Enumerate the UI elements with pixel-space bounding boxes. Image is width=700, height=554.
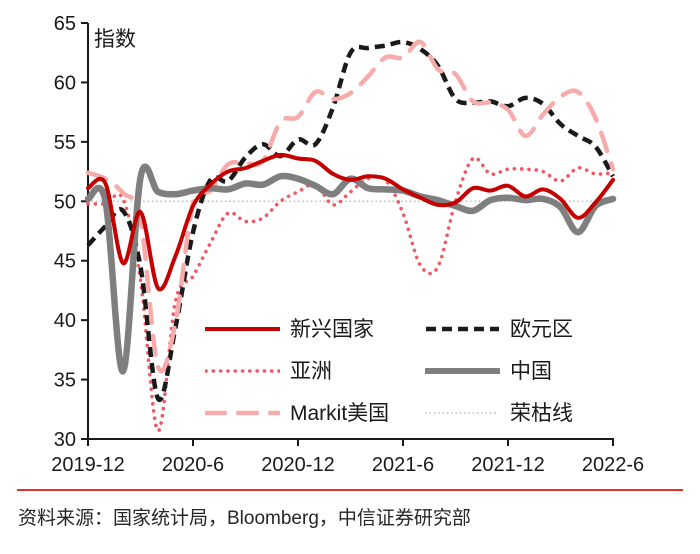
source-text: 资料来源：国家统计局，Bloomberg，中信证券研究部 (18, 508, 471, 529)
x-tick-label: 2021-12 (471, 454, 544, 476)
y-tick-label: 55 (54, 132, 76, 154)
y-tick-label: 35 (54, 370, 76, 392)
series-line-eurozone (86, 39, 615, 403)
y-tick-label: 30 (54, 429, 76, 451)
legend-line-china (425, 368, 500, 374)
legend-line-asia (205, 369, 280, 373)
x-tick-label: 2021-6 (372, 454, 434, 476)
series-line-asia (86, 155, 615, 433)
y-tick-label: 40 (54, 310, 76, 332)
legend-line-eurozone (426, 326, 499, 332)
chart-legend: 新兴国家 欧元区 亚洲 中国 Markit美国 荣枯线 (205, 308, 573, 434)
x-tick-label: 2020-6 (162, 454, 224, 476)
y-tick-label: 45 (54, 251, 76, 273)
legend-label-emerging: 新兴国家 (290, 317, 374, 341)
legend-item-markit-us: Markit美国 (205, 392, 425, 434)
series-line-china (84, 163, 617, 375)
series-line-emerging (86, 152, 615, 292)
legend-line-markit-us (205, 410, 280, 416)
legend-item-boom-bust: 荣枯线 (425, 392, 573, 434)
y-tick-label: 60 (54, 72, 76, 94)
y-tick-label: 65 (54, 13, 76, 35)
legend-label-boom-bust: 荣枯线 (510, 401, 573, 425)
legend-line-emerging (205, 327, 280, 331)
legend-item-emerging: 新兴国家 (205, 308, 425, 350)
legend-label-markit-us: Markit美国 (290, 401, 390, 425)
axes: 30 35 40 45 50 55 60 65 2019-12 2020-6 2020-12 2021… (51, 13, 644, 476)
y-axis-unit-label: 指数 (94, 28, 136, 51)
legend-line-boom-bust (425, 412, 500, 414)
line-chart: 指数 30 35 40 45 50 55 60 65 2019-12 2020-6 2020-12 2… (51, 13, 644, 476)
x-tick-label: 2022-6 (582, 454, 644, 476)
series-lines (84, 39, 617, 433)
x-tick-label: 2020-12 (261, 454, 334, 476)
legend-label-eurozone: 欧元区 (510, 317, 573, 341)
legend-item-china: 中国 (425, 350, 573, 392)
x-tick-label: 2019-12 (51, 454, 124, 476)
legend-label-asia: 亚洲 (290, 359, 332, 383)
series-line-markit_us (85, 39, 616, 374)
source-divider (17, 489, 683, 491)
y-tick-label: 50 (54, 191, 76, 213)
legend-item-asia: 亚洲 (205, 350, 425, 392)
legend-label-china: 中国 (510, 359, 552, 383)
legend-item-eurozone: 欧元区 (425, 308, 573, 350)
